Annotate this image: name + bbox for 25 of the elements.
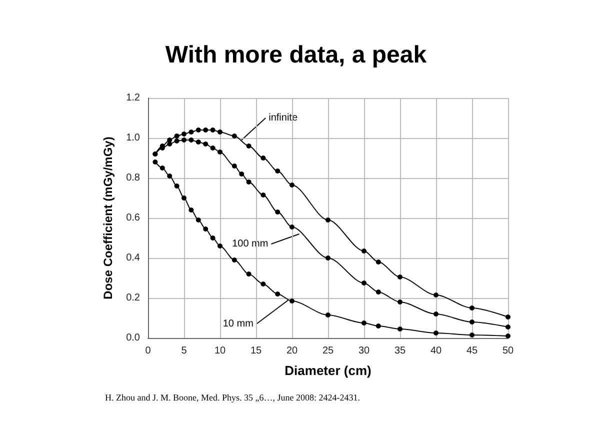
x-tick-label: 35 bbox=[394, 346, 406, 356]
annotation: 10 mm bbox=[222, 318, 254, 330]
x-tick-label: 15 bbox=[250, 346, 262, 356]
y-axis-title: Dose Coefficient (mGy/mGy) bbox=[101, 136, 115, 300]
x-tick-label: 0 bbox=[145, 346, 152, 356]
x-tick-label: 20 bbox=[286, 346, 298, 356]
chart-title: With more data, a peak bbox=[165, 42, 428, 68]
x-tick-label: 40 bbox=[430, 346, 442, 356]
y-tick-label: 0.2 bbox=[126, 292, 140, 304]
y-tick-label: 0.8 bbox=[126, 172, 140, 184]
text: H. Zhou and J. M. Boone, Med. Phys. 35 „6…, June 2008: 2424-2431. bbox=[105, 392, 360, 402]
x-tick-label: 25 bbox=[322, 346, 334, 356]
y-tick-label: 0.4 bbox=[126, 252, 140, 264]
annotation: infinite bbox=[268, 112, 298, 124]
x-tick-label: 5 bbox=[181, 346, 188, 356]
y-tick-label: 0.6 bbox=[126, 212, 140, 224]
y-tick-label: 1.2 bbox=[126, 92, 140, 104]
x-tick-label: 50 bbox=[502, 346, 514, 356]
x-axis-title: Diameter (cm) bbox=[284, 363, 372, 378]
x-tick-label: 10 bbox=[214, 346, 226, 356]
x-tick-label: 30 bbox=[358, 346, 370, 356]
y-tick-label: 1.0 bbox=[126, 132, 140, 144]
y-tick-label: 0.0 bbox=[126, 332, 140, 344]
annotation: 100 mm bbox=[232, 238, 268, 250]
x-tick-label: 45 bbox=[466, 346, 478, 356]
